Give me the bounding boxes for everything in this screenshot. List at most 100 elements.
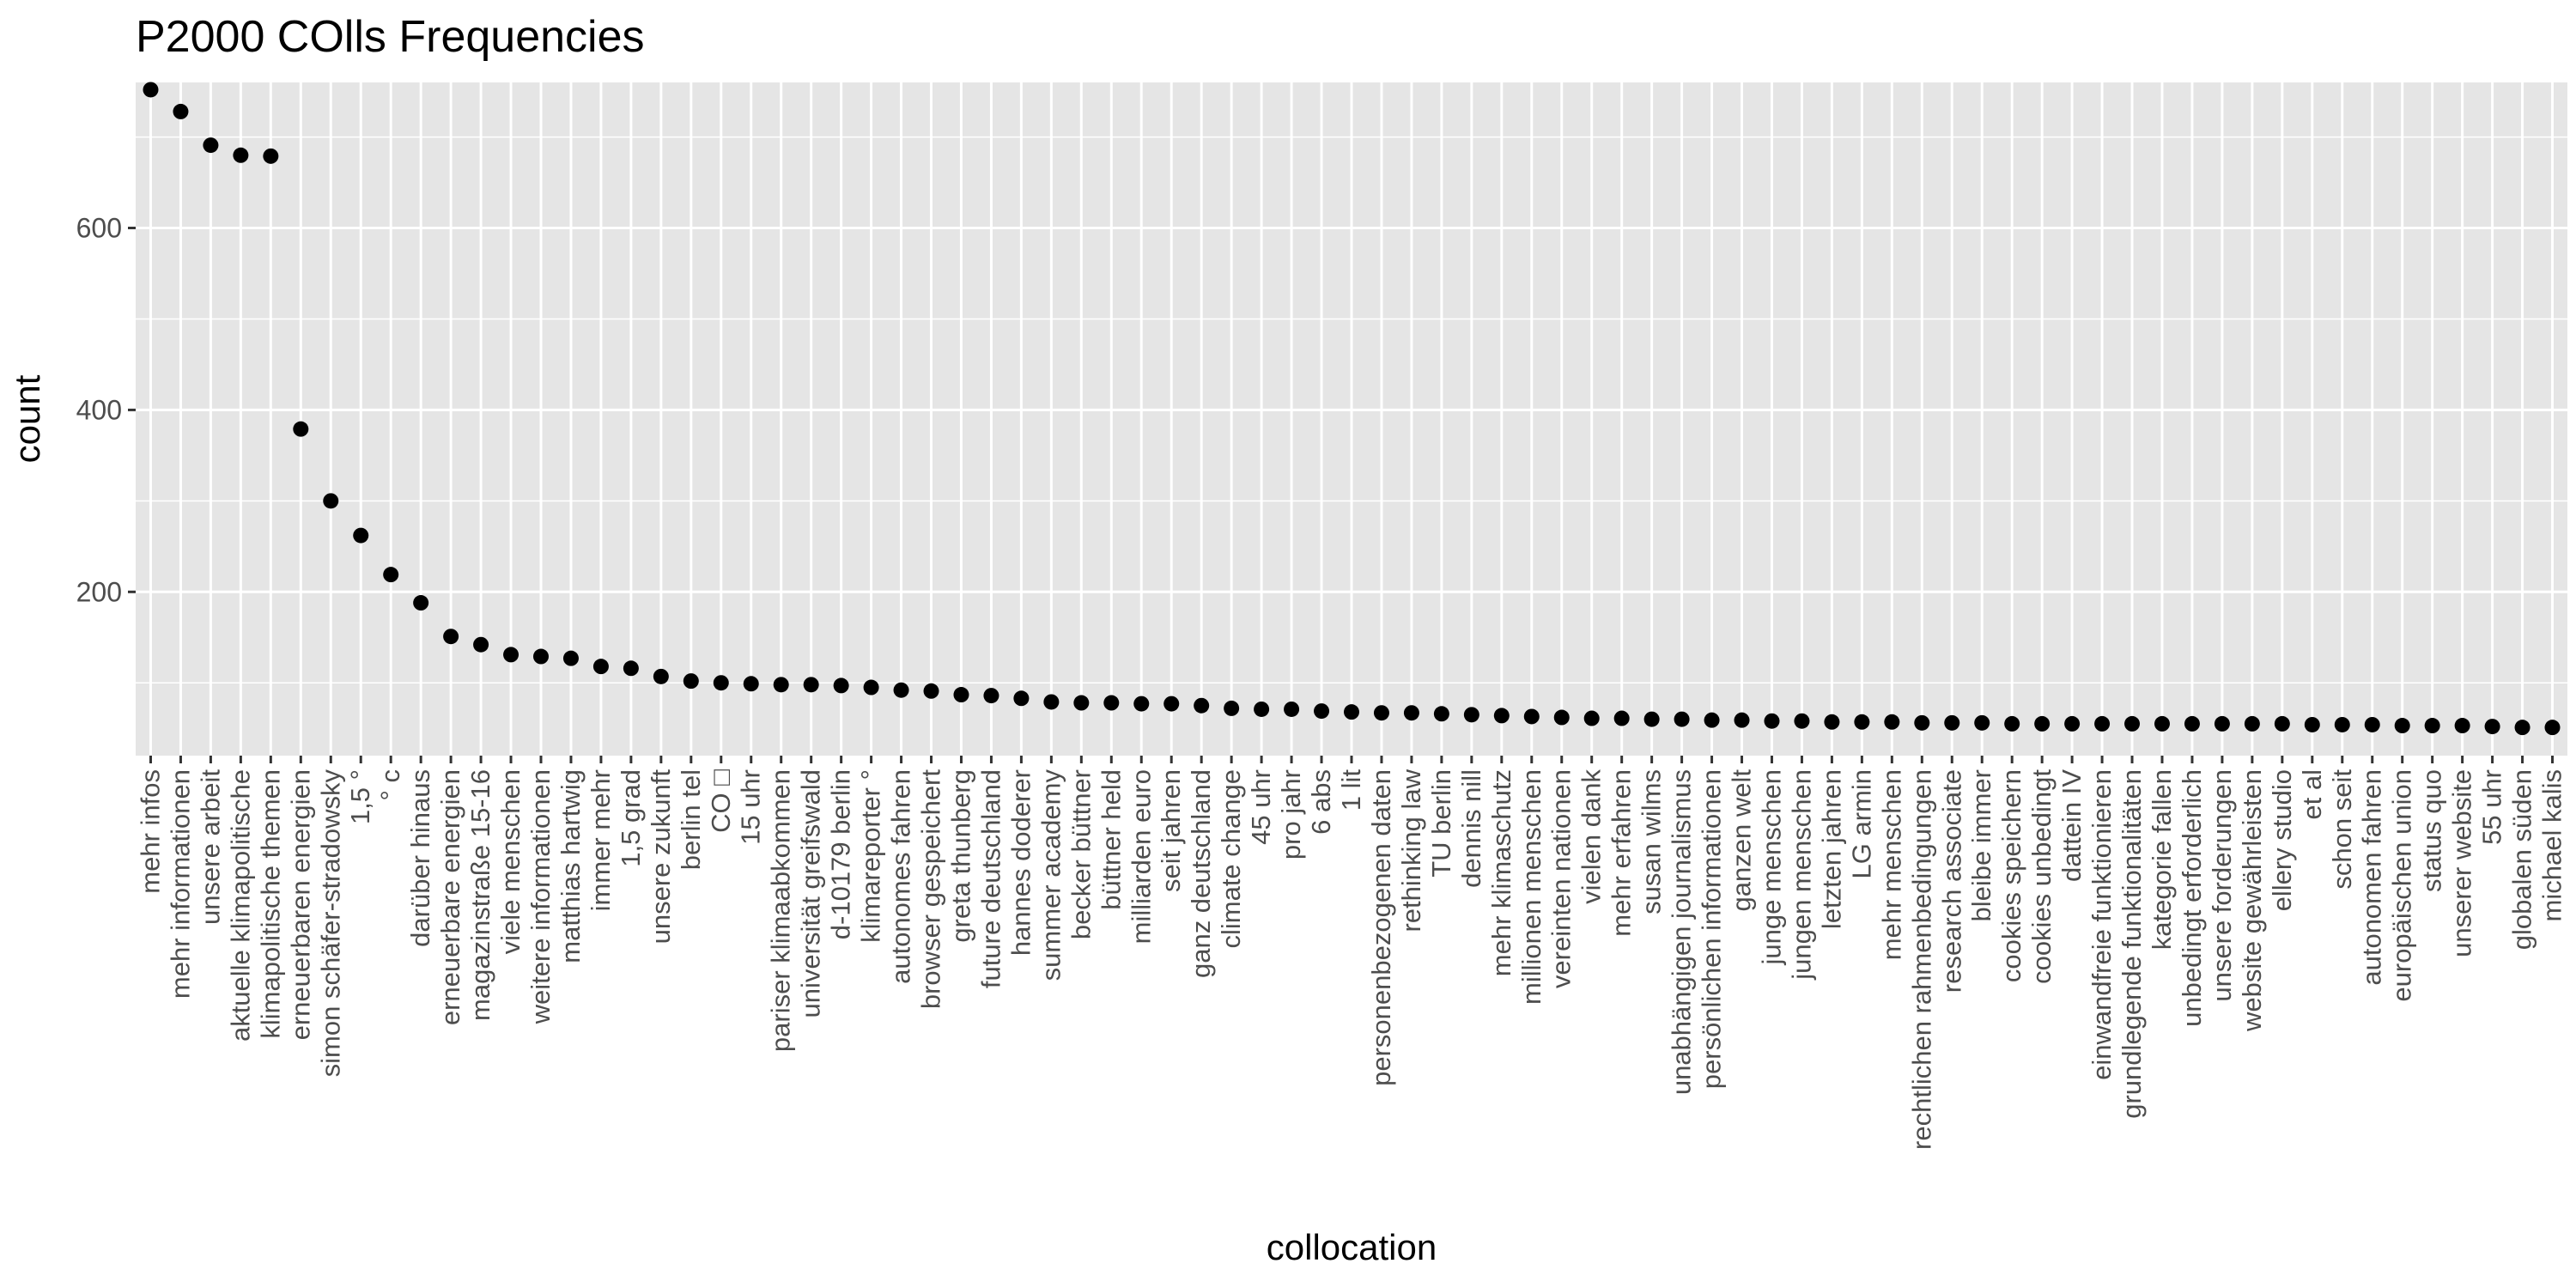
x-tick-label: future deutschland [975, 769, 1005, 988]
x-tick-label: 15 uhr [736, 769, 766, 845]
x-tick-label: LG armin [1846, 769, 1876, 878]
x-axis-title: collocation [1267, 1227, 1437, 1267]
data-point [443, 629, 459, 645]
x-tick-label: 6 abs [1306, 769, 1336, 835]
data-point [1463, 707, 1479, 723]
data-point [1073, 695, 1090, 711]
data-point [773, 677, 789, 693]
x-tick-label: greta thunberg [945, 769, 975, 943]
x-tick-label: magazinstraße 15-16 [465, 769, 495, 1021]
x-tick-label: 1,5 ° [345, 769, 375, 824]
data-point [1013, 690, 1030, 707]
y-tick-label: 200 [76, 576, 122, 607]
x-tick-label: unserer website [2447, 769, 2477, 957]
x-tick-label: jungen menschen [1786, 769, 1816, 981]
data-point [1523, 708, 1540, 725]
x-tick-label: mehr erfahren [1607, 769, 1637, 937]
x-tick-label: hannes doderer [1005, 769, 1036, 956]
x-tick-label: ganz deutschland [1186, 769, 1216, 978]
x-tick-label: millionen menschen [1516, 769, 1546, 1005]
x-tick-label: autonomes fahren [886, 769, 916, 984]
data-point [233, 147, 249, 163]
data-point [503, 647, 519, 663]
data-point [653, 668, 669, 684]
x-tick-label: website gewährleisten [2237, 769, 2267, 1032]
data-point [2364, 716, 2380, 732]
data-point [1764, 713, 1780, 729]
x-tick-label: mehr informationen [165, 769, 195, 999]
x-tick-label: mehr infos [135, 769, 165, 894]
chart-title: P2000 COlls Frequencies [136, 12, 645, 62]
data-point [1493, 708, 1510, 724]
x-tick-label: junge menschen [1756, 769, 1786, 966]
data-point [413, 595, 429, 611]
data-point [713, 675, 729, 691]
data-point [1373, 705, 1389, 721]
data-point [293, 421, 309, 437]
x-tick-label: unabhängigen journalismus [1667, 769, 1697, 1095]
x-tick-label: autonomen fahren [2357, 769, 2387, 986]
data-point [1254, 701, 1270, 717]
x-tick-label: kategorie fallen [2147, 769, 2177, 950]
data-point [143, 82, 159, 98]
data-point [1043, 694, 1060, 710]
gridlines [136, 82, 2567, 756]
data-point [1794, 713, 1810, 729]
data-point [1103, 695, 1120, 711]
data-point [833, 677, 849, 694]
x-tick-label: unsere zukunft [646, 769, 676, 945]
data-point [623, 660, 639, 677]
x-tick-label: climate change [1216, 769, 1246, 949]
data-point [2454, 718, 2470, 734]
x-tick-label: darüber hinaus [405, 769, 435, 947]
data-point [2514, 720, 2530, 736]
data-point [2154, 715, 2170, 732]
data-point [1704, 712, 1720, 728]
x-tick-label: büttner held [1096, 769, 1126, 910]
data-point [743, 676, 759, 692]
data-point [1344, 704, 1359, 720]
data-point [893, 682, 909, 698]
data-point [2184, 715, 2200, 732]
data-point [803, 677, 819, 693]
data-point [562, 650, 579, 666]
data-point [1224, 700, 1240, 716]
data-point [1163, 696, 1180, 712]
y-tick-label: 400 [76, 394, 122, 425]
x-tick-label: vereinten nationen [1546, 769, 1577, 988]
data-point [2424, 718, 2440, 734]
data-point [1194, 697, 1210, 714]
data-point [173, 103, 189, 119]
x-tick-label: schon seit [2327, 769, 2357, 890]
x-tick-label: dennis nill [1456, 769, 1486, 888]
x-tick-label: becker büttner [1066, 769, 1096, 939]
x-tick-label: immer mehr [586, 769, 616, 911]
data-point [2544, 720, 2561, 736]
data-point [263, 148, 279, 164]
data-point [1884, 714, 1900, 730]
x-tick-label: 1 lit [1336, 769, 1366, 811]
x-tick-label: browser gespeichert [916, 769, 946, 1010]
data-point [953, 687, 969, 703]
data-point [2394, 718, 2410, 734]
x-tick-label: unbedingt erforderlich [2177, 769, 2207, 1027]
x-tick-label: personenbezogenen daten [1366, 769, 1396, 1086]
x-tick-label: ganzen welt [1727, 769, 1757, 912]
data-point [533, 648, 549, 665]
data-point [923, 683, 939, 699]
x-tick-label: einwandfreie funktionieren [2087, 769, 2117, 1080]
data-point [353, 527, 369, 544]
data-point [1944, 714, 1960, 731]
x-tick-label: cookies speichern [1996, 769, 2026, 982]
data-point [1403, 705, 1419, 721]
data-point [2484, 719, 2500, 735]
data-point [1433, 706, 1449, 722]
x-tick-label: rethinking law [1396, 769, 1426, 932]
x-tick-label: europäischen union [2387, 769, 2417, 1002]
data-point [1734, 712, 1750, 728]
x-tick-label: 1,5 grad [616, 769, 646, 867]
data-point [1553, 709, 1570, 726]
data-point [983, 688, 999, 704]
